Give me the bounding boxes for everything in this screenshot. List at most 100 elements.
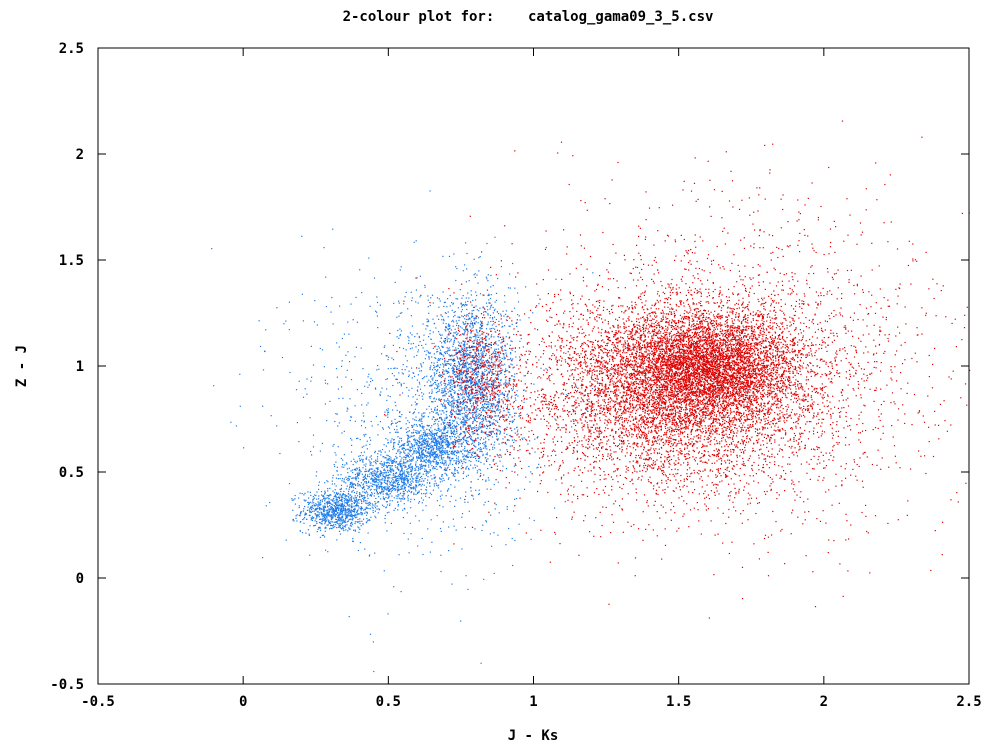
data-point	[476, 449, 478, 451]
data-point	[432, 318, 434, 320]
data-point	[347, 513, 349, 515]
data-point	[407, 494, 409, 496]
data-point	[331, 297, 333, 299]
data-point	[380, 484, 382, 486]
data-point	[491, 317, 494, 319]
data-point	[465, 426, 467, 429]
data-point	[324, 519, 326, 521]
data-point	[418, 468, 420, 470]
data-point	[401, 475, 403, 477]
data-point	[450, 358, 452, 360]
data-point	[449, 456, 451, 458]
data-point	[418, 483, 420, 486]
data-point	[517, 395, 519, 397]
data-point	[426, 492, 428, 494]
data-point	[347, 477, 349, 479]
data-point	[447, 328, 449, 330]
data-point	[342, 505, 344, 507]
data-point	[458, 362, 460, 364]
data-point	[489, 355, 491, 357]
data-point	[522, 346, 524, 348]
data-point	[470, 417, 472, 420]
data-point	[444, 340, 446, 342]
data-point	[499, 333, 501, 335]
data-point	[458, 436, 460, 438]
data-point	[481, 354, 484, 356]
data-point	[453, 431, 455, 433]
data-point	[477, 317, 480, 319]
data-point	[452, 442, 454, 444]
data-point	[472, 413, 474, 415]
data-point	[472, 433, 474, 435]
data-point	[407, 478, 409, 481]
data-point	[429, 333, 431, 335]
data-point	[362, 461, 364, 463]
data-point	[358, 467, 360, 469]
data-point	[431, 392, 433, 394]
data-point	[458, 480, 460, 482]
data-point	[349, 510, 351, 512]
data-point	[381, 488, 384, 490]
data-point	[357, 484, 359, 486]
data-point	[444, 360, 446, 362]
data-point	[330, 506, 332, 508]
data-point	[458, 409, 460, 411]
data-point	[478, 371, 480, 374]
data-point	[491, 403, 493, 405]
data-point	[466, 401, 468, 403]
data-point	[482, 409, 484, 412]
data-point	[441, 474, 443, 476]
data-point	[405, 456, 407, 458]
data-point	[475, 317, 477, 320]
data-point	[334, 465, 336, 468]
data-point	[497, 379, 499, 381]
data-point	[435, 454, 437, 456]
data-point	[410, 501, 412, 503]
data-point	[391, 489, 393, 491]
data-point	[366, 484, 368, 487]
data-point	[294, 503, 296, 505]
data-point	[466, 417, 469, 419]
data-point	[476, 331, 478, 333]
data-point	[365, 507, 367, 510]
data-point	[482, 408, 484, 410]
data-point	[454, 468, 456, 470]
data-point	[346, 512, 348, 514]
data-point	[340, 490, 342, 493]
data-point	[425, 462, 427, 464]
data-point	[412, 481, 414, 483]
data-point	[432, 383, 434, 385]
data-point	[514, 373, 516, 375]
data-point	[480, 328, 482, 330]
data-point	[485, 385, 487, 387]
data-point	[343, 521, 345, 523]
data-point	[411, 404, 413, 406]
data-point	[341, 511, 343, 513]
data-point	[436, 405, 438, 407]
data-point	[350, 470, 352, 472]
data-point	[462, 316, 464, 318]
data-point	[440, 381, 442, 383]
data-point	[384, 457, 386, 459]
data-point	[497, 414, 500, 417]
data-point	[418, 432, 420, 434]
data-point	[449, 294, 451, 297]
data-point	[460, 370, 463, 372]
data-point	[367, 502, 369, 504]
data-point	[348, 333, 350, 335]
data-point	[356, 477, 358, 479]
data-point	[308, 503, 310, 505]
data-point	[499, 365, 501, 367]
data-point	[346, 509, 348, 511]
data-point	[348, 527, 350, 529]
data-point	[453, 472, 455, 474]
data-point	[324, 514, 326, 516]
data-point	[374, 510, 376, 512]
data-point	[457, 394, 459, 396]
data-point	[430, 432, 432, 434]
data-point	[481, 381, 483, 383]
data-point	[416, 403, 418, 405]
data-point	[384, 488, 386, 490]
data-point	[304, 513, 306, 515]
data-point	[414, 467, 416, 470]
